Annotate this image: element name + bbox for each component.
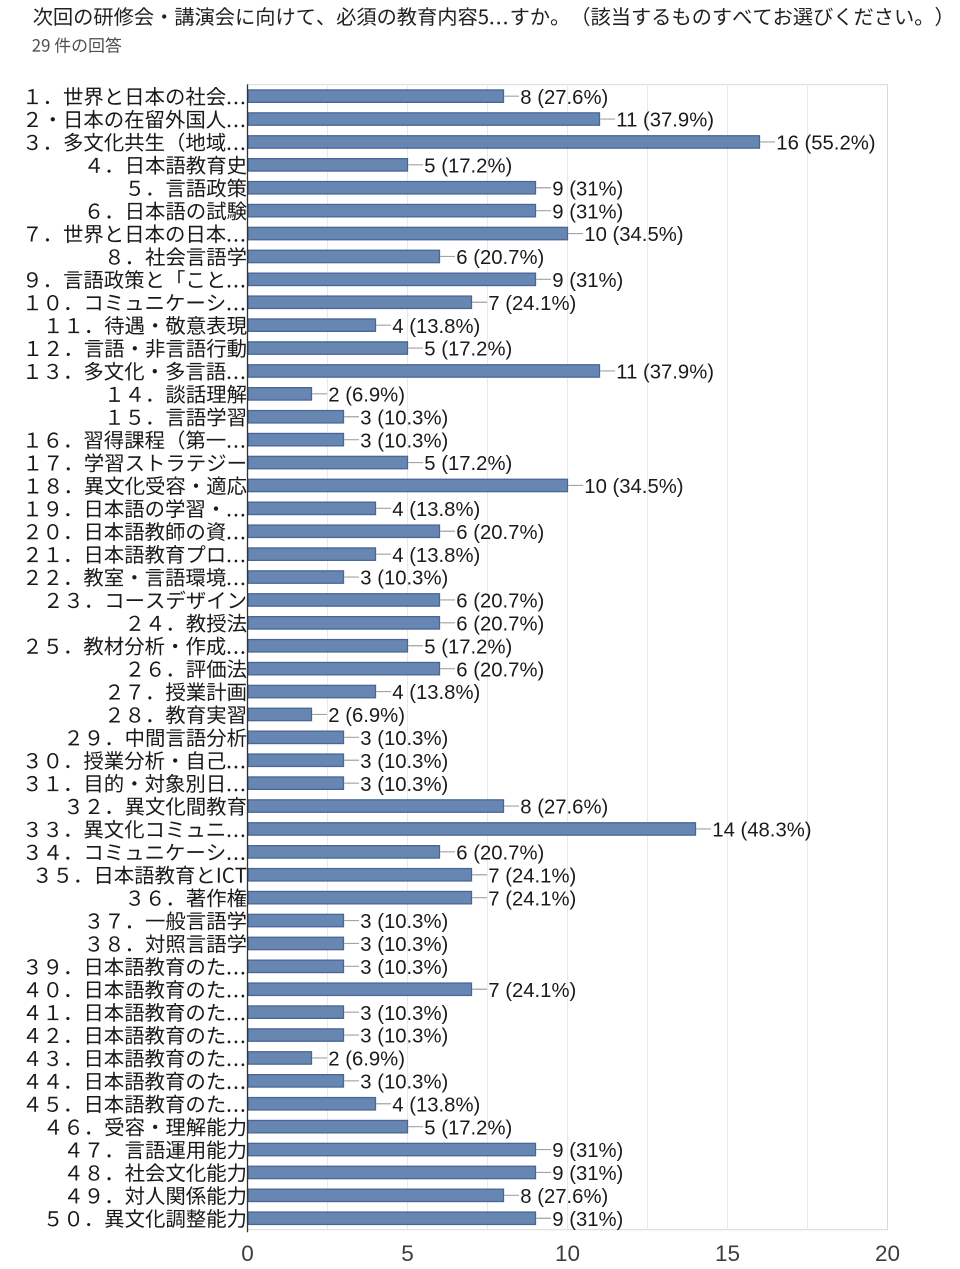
svg-text:3 (10.3%): 3 (10.3%)	[360, 1003, 448, 1025]
svg-text:5 (17.2%): 5 (17.2%)	[424, 453, 512, 475]
svg-text:4 (13.8%): 4 (13.8%)	[392, 316, 480, 338]
svg-text:16 (55.2%): 16 (55.2%)	[776, 133, 875, 155]
svg-text:10 (34.5%): 10 (34.5%)	[584, 224, 683, 246]
svg-text:0: 0	[241, 1241, 254, 1266]
svg-text:11 (37.9%): 11 (37.9%)	[616, 362, 714, 384]
svg-text:3 (10.3%): 3 (10.3%)	[360, 1026, 448, 1048]
svg-text:5: 5	[401, 1241, 414, 1266]
svg-text:5 (17.2%): 5 (17.2%)	[424, 1117, 512, 1139]
svg-text:6 (20.7%): 6 (20.7%)	[456, 522, 544, 544]
svg-text:4 (13.8%): 4 (13.8%)	[392, 499, 480, 521]
svg-text:3 (10.3%): 3 (10.3%)	[360, 430, 448, 452]
svg-text:14 (48.3%): 14 (48.3%)	[712, 820, 811, 842]
svg-text:3 (10.3%): 3 (10.3%)	[360, 728, 448, 750]
svg-text:7 (24.1%): 7 (24.1%)	[488, 865, 576, 887]
svg-text:10: 10	[555, 1241, 580, 1266]
svg-text:3 (10.3%): 3 (10.3%)	[360, 751, 448, 773]
svg-text:2 (6.9%): 2 (6.9%)	[328, 1049, 405, 1071]
svg-text:9 (31%): 9 (31%)	[552, 1140, 623, 1162]
svg-text:4 (13.8%): 4 (13.8%)	[392, 1094, 480, 1116]
svg-text:8 (27.6%): 8 (27.6%)	[520, 797, 608, 819]
svg-text:9 (31%): 9 (31%)	[552, 178, 623, 200]
svg-text:3 (10.3%): 3 (10.3%)	[360, 911, 448, 933]
svg-text:8 (27.6%): 8 (27.6%)	[520, 87, 608, 109]
svg-text:9 (31%): 9 (31%)	[552, 1209, 623, 1231]
svg-text:3 (10.3%): 3 (10.3%)	[360, 568, 448, 590]
svg-text:2 (6.9%): 2 (6.9%)	[328, 705, 405, 727]
svg-text:5 (17.2%): 5 (17.2%)	[424, 339, 512, 361]
svg-text:20: 20	[875, 1241, 900, 1266]
svg-text:3 (10.3%): 3 (10.3%)	[360, 957, 448, 979]
svg-text:3 (10.3%): 3 (10.3%)	[360, 1071, 448, 1093]
svg-text:7 (24.1%): 7 (24.1%)	[488, 293, 576, 315]
svg-text:15: 15	[715, 1241, 740, 1266]
svg-text:6 (20.7%): 6 (20.7%)	[456, 659, 544, 681]
svg-text:3 (10.3%): 3 (10.3%)	[360, 774, 448, 796]
svg-text:9 (31%): 9 (31%)	[552, 201, 623, 223]
svg-text:4 (13.8%): 4 (13.8%)	[392, 545, 480, 567]
svg-text:6 (20.7%): 6 (20.7%)	[456, 842, 544, 864]
svg-text:7 (24.1%): 7 (24.1%)	[488, 888, 576, 910]
svg-text:3 (10.3%): 3 (10.3%)	[360, 407, 448, 429]
svg-text:6 (20.7%): 6 (20.7%)	[456, 613, 544, 635]
svg-text:4 (13.8%): 4 (13.8%)	[392, 682, 480, 704]
svg-text:8 (27.6%): 8 (27.6%)	[520, 1186, 608, 1208]
svg-text:3 (10.3%): 3 (10.3%)	[360, 934, 448, 956]
svg-text:5 (17.2%): 5 (17.2%)	[424, 155, 512, 177]
svg-text:9 (31%): 9 (31%)	[552, 1163, 623, 1185]
svg-text:9 (31%): 9 (31%)	[552, 270, 623, 292]
svg-text:6 (20.7%): 6 (20.7%)	[456, 247, 544, 269]
svg-text:6 (20.7%): 6 (20.7%)	[456, 591, 544, 613]
svg-text:11 (37.9%): 11 (37.9%)	[616, 110, 714, 132]
svg-text:7 (24.1%): 7 (24.1%)	[488, 980, 576, 1002]
svg-text:5 (17.2%): 5 (17.2%)	[424, 636, 512, 658]
svg-text:2 (6.9%): 2 (6.9%)	[328, 384, 405, 406]
svg-text:10 (34.5%): 10 (34.5%)	[584, 476, 683, 498]
